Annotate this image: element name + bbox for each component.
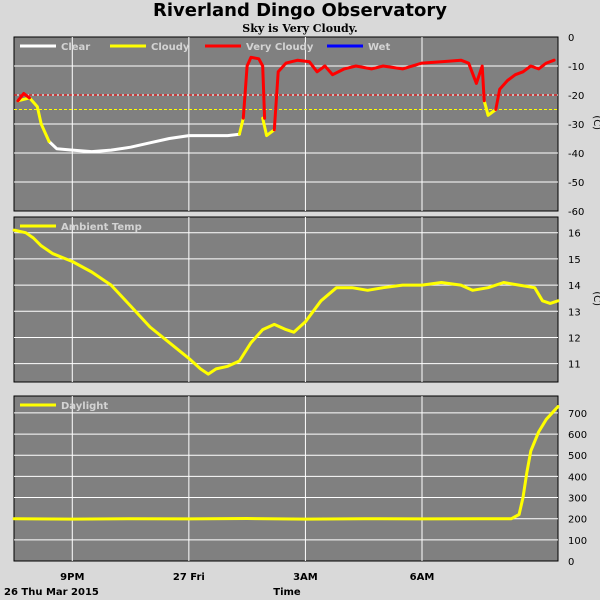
page-subtitle: Sky is Very Cloudy. — [242, 22, 358, 35]
series-line-cloudy — [482, 99, 498, 117]
series-line-cloudy — [16, 96, 51, 143]
series-line-daylight — [12, 405, 560, 521]
legend-label: Clear — [61, 42, 90, 53]
legend-label: Daylight — [61, 401, 108, 412]
unit-label: (C) — [591, 115, 600, 130]
y-tick-label: 400 — [568, 472, 587, 483]
y-tick-label: 700 — [568, 409, 587, 420]
y-tick-label: 16 — [568, 229, 581, 240]
x-tick-label: 3AM — [293, 572, 318, 583]
series-line-cloudy — [237, 116, 245, 136]
x-tick-label: 27 Fri — [173, 572, 205, 583]
y-tick-label: 11 — [568, 360, 581, 371]
x-tick-label: 9PM — [60, 572, 84, 583]
y-tick-label: 0 — [568, 557, 574, 568]
legend-label: Very Cloudy — [246, 42, 314, 53]
date-label: 26 Thu Mar 2015 — [4, 587, 99, 598]
y-tick-label: 300 — [568, 494, 587, 505]
x-axis-title: Time — [273, 587, 301, 598]
y-tick-label: 600 — [568, 430, 587, 441]
series-line-very-cloudy — [272, 58, 486, 132]
legend-label: Cloudy — [151, 42, 190, 53]
y-tick-label: -60 — [568, 207, 584, 218]
series-line-very-cloudy — [241, 55, 267, 120]
legend-label: Ambient Temp — [61, 222, 142, 233]
y-tick-label: -10 — [568, 62, 584, 73]
legend-label: Wet — [368, 42, 390, 53]
y-tick-label: 0 — [568, 33, 574, 44]
y-tick-label: -40 — [568, 149, 584, 160]
y-tick-label: 13 — [568, 307, 581, 318]
y-tick-label: 100 — [568, 536, 587, 547]
y-tick-label: 15 — [568, 255, 581, 266]
series-line-very-cloudy — [494, 58, 556, 111]
series-line-clear — [47, 132, 241, 154]
plot-area-daylight — [13, 395, 559, 562]
series-line-cloudy — [261, 116, 276, 138]
y-tick-label: -50 — [568, 178, 584, 189]
series-line-ambient-temp — [12, 228, 560, 376]
y-tick-label: 200 — [568, 515, 587, 526]
y-tick-label: -30 — [568, 120, 584, 131]
unit-label: (C) — [591, 291, 600, 306]
x-tick-label: 6AM — [410, 572, 435, 583]
y-tick-label: 500 — [568, 451, 587, 462]
plot-area-ambient — [13, 216, 559, 383]
series-line-very-cloudy — [16, 92, 31, 103]
page-title: Riverland Dingo Observatory — [152, 0, 448, 21]
y-tick-label: 12 — [568, 333, 581, 344]
y-tick-label: 14 — [568, 281, 581, 292]
y-tick-label: -20 — [568, 91, 584, 102]
